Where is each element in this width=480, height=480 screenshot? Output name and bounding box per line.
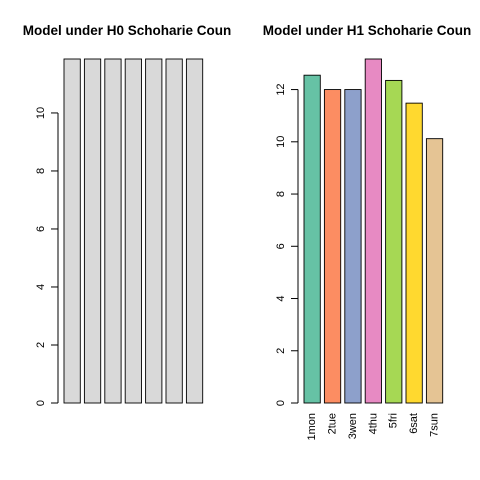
y-tick-label: 0	[35, 400, 47, 406]
y-tick-label: 0	[275, 400, 287, 406]
bar-group	[303, 58, 444, 404]
bar-group	[63, 58, 204, 404]
bar-2tue	[323, 89, 342, 404]
bar-5fri	[385, 79, 403, 404]
chart-panel-h1: Model under H1 Schoharie Coun 024681012 …	[263, 23, 472, 441]
y-tick-label: 6	[275, 243, 287, 249]
y-axis: 0 2 4 6 8 10 12	[275, 83, 299, 406]
y-tick-label: 10	[275, 136, 287, 148]
x-tick-label: 2tue	[326, 413, 338, 434]
x-tick-label: 1mon	[306, 413, 318, 441]
x-tick-label: 3wen	[347, 413, 359, 439]
bar-5fri	[145, 58, 163, 404]
x-tick-label: 5fri	[388, 413, 400, 428]
y-tick-label: 8	[35, 168, 47, 174]
chart-panel-h0: Model under H0 Schoharie Coun 0 2 4 6 8 10	[23, 23, 232, 406]
y-tick-label: 6	[35, 226, 47, 232]
y-tick-label: 2	[275, 348, 287, 354]
bar-7sun	[185, 58, 204, 404]
bar-2tue	[83, 58, 102, 404]
y-tick-label: 4	[35, 284, 47, 290]
bar-4thu	[124, 58, 142, 404]
y-tick-label: 10	[35, 107, 47, 119]
chart-title: Model under H1 Schoharie Coun	[263, 23, 472, 38]
bar-3wen	[104, 58, 122, 404]
bar-1mon	[303, 74, 321, 404]
x-tick-label: 7sun	[428, 413, 440, 437]
chart-title: Model under H0 Schoharie Coun	[23, 23, 232, 38]
x-tick-labels: 1mon 2tue 3wen 4thu 5fri 6sat 7sun	[306, 413, 440, 441]
bar-3wen	[344, 89, 362, 404]
bar-7sun	[425, 138, 444, 404]
x-tick-label: 4thu	[367, 413, 379, 434]
y-axis: 0 2 4 6 8 10	[35, 107, 59, 406]
bar-6sat	[405, 102, 423, 404]
bar-4thu	[364, 58, 382, 404]
y-tick-label: 4	[275, 295, 287, 301]
x-tick-label: 6sat	[408, 413, 420, 434]
y-tick-label: 12	[275, 83, 287, 95]
y-tick-label: 8	[275, 191, 287, 197]
bar-6sat	[165, 58, 183, 404]
y-tick-label: 2	[35, 342, 47, 348]
bar-1mon	[63, 58, 81, 404]
